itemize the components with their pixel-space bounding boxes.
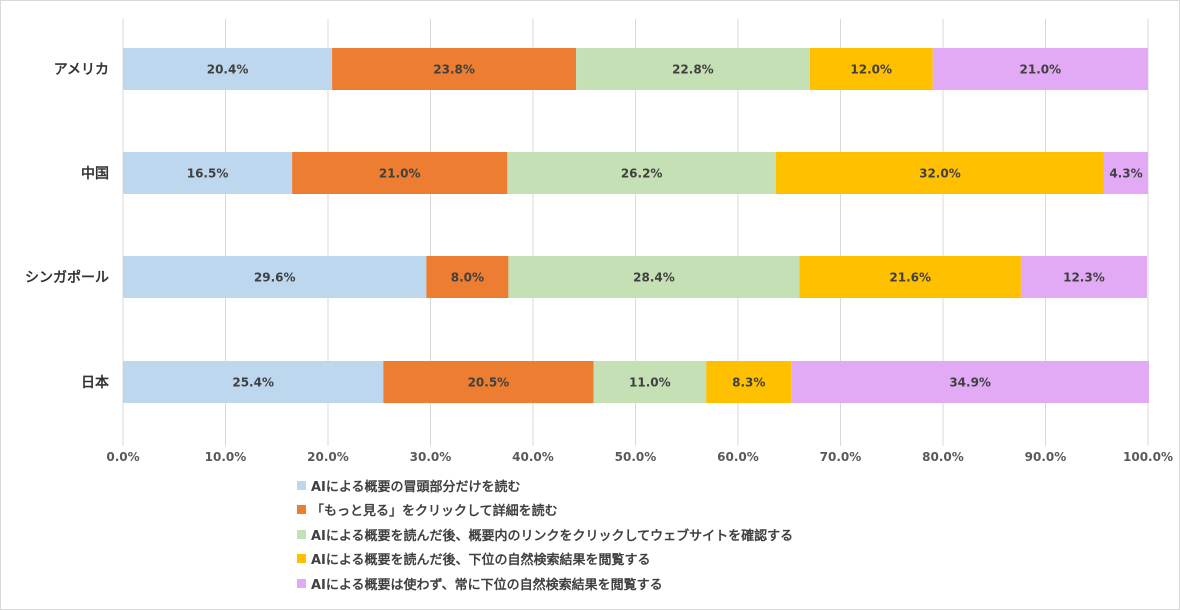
- bar-segment: [1103, 152, 1148, 194]
- legend-swatch: [297, 554, 306, 564]
- bar-segment: [809, 48, 933, 90]
- data-label: 11.0%: [629, 376, 671, 390]
- x-tick-label: 10.0%: [205, 450, 247, 464]
- data-label: 34.9%: [949, 376, 991, 390]
- data-label: 25.4%: [232, 376, 274, 390]
- legend-label: AIによる概要を読んだ後、下位の自然検索結果を閲覧する: [311, 553, 651, 569]
- x-tick-label: 0.0%: [106, 450, 139, 464]
- category-label: 日本: [81, 374, 110, 391]
- bar-segment: [799, 256, 1021, 298]
- x-tick-label: 70.0%: [820, 450, 862, 464]
- data-label: 16.5%: [187, 167, 229, 181]
- x-tick-label: 90.0%: [1025, 450, 1067, 464]
- bar-segment: [932, 48, 1148, 90]
- legend-item: AIによる概要を読んだ後、概要内のリンクをクリックしてウェブサイトを確認する: [297, 522, 793, 547]
- data-labels: 20.4% 23.8% 22.8% 12.0% 21.0% 16.5% 21.0% 26.2%…: [187, 63, 1143, 390]
- x-tick-label: 40.0%: [512, 450, 554, 464]
- data-label: 28.4%: [633, 271, 675, 285]
- bar-segment: [123, 48, 333, 90]
- category-label: 中国: [81, 165, 109, 182]
- x-tick-label: 20.0%: [307, 450, 349, 464]
- bar-segment: [791, 361, 1150, 403]
- data-label: 21.6%: [889, 271, 931, 285]
- bar-segment: [123, 361, 384, 403]
- x-tick-label: 60.0%: [717, 450, 759, 464]
- data-label: 32.0%: [919, 167, 961, 181]
- data-label: 23.8%: [433, 63, 475, 77]
- legend-swatch: [297, 529, 306, 539]
- data-label: 12.0%: [850, 63, 892, 77]
- data-label: 21.0%: [379, 167, 421, 181]
- stacked-bar-chart: 20.4% 23.8% 22.8% 12.0% 21.0% 16.5% 21.0% 26.2%…: [25, 19, 1173, 464]
- legend-label: AIによる概要は使わず、常に下位の自然検索結果を閲覧する: [311, 577, 663, 593]
- bar-segment: [1020, 256, 1147, 298]
- legend-item: AIによる概要を読んだ後、下位の自然検索結果を閲覧する: [297, 547, 793, 572]
- bar-segment: [706, 361, 792, 403]
- data-label: 4.3%: [1109, 167, 1142, 181]
- data-label: 8.3%: [732, 376, 765, 390]
- legend-item: AIによる概要の冒頭部分だけを読む: [297, 473, 793, 498]
- bar-segment: [383, 361, 594, 403]
- bar-segment: [292, 152, 508, 194]
- bar-segment: [593, 361, 707, 403]
- bar-segment: [123, 256, 427, 298]
- x-axis-ticks: 0.0% 10.0% 20.0% 30.0% 40.0% 50.0% 60.0% 70.0% 8…: [106, 450, 1173, 464]
- x-tick-label: 30.0%: [410, 450, 452, 464]
- legend-item: AIによる概要は使わず、常に下位の自然検索結果を閲覧する: [297, 571, 793, 596]
- x-tick-label: 80.0%: [922, 450, 964, 464]
- bar-segment: [508, 256, 800, 298]
- data-label: 22.8%: [672, 63, 714, 77]
- x-tick-label: 50.0%: [615, 450, 657, 464]
- legend-swatch: [297, 480, 306, 490]
- bar-segment: [775, 152, 1104, 194]
- legend-item: 「もっと見る」をクリックして詳細を読む: [297, 498, 793, 523]
- legend-swatch: [297, 578, 306, 588]
- bar-segment: [123, 152, 293, 194]
- category-label: アメリカ: [54, 62, 109, 78]
- bars: [123, 48, 1150, 403]
- data-label: 12.3%: [1063, 271, 1105, 285]
- bar-segment: [507, 152, 776, 194]
- bar-segment: [426, 256, 509, 298]
- legend: AIによる概要の冒頭部分だけを読む 「もっと見る」をクリックして詳細を読む AI…: [297, 473, 793, 596]
- legend-swatch: [297, 505, 306, 515]
- data-label: 29.6%: [254, 271, 296, 285]
- bar-segment: [576, 48, 810, 90]
- data-label: 21.0%: [1020, 63, 1062, 77]
- legend-label: 「もっと見る」をクリックして詳細を読む: [311, 504, 558, 520]
- data-label: 20.5%: [468, 376, 510, 390]
- data-label: 20.4%: [207, 63, 249, 77]
- bar-segment: [332, 48, 577, 90]
- legend-label: AIによる概要を読んだ後、概要内のリンクをクリックしてウェブサイトを確認する: [311, 528, 794, 544]
- data-label: 8.0%: [451, 271, 484, 285]
- data-label: 26.2%: [621, 167, 663, 181]
- legend-label: AIによる概要の冒頭部分だけを読む: [311, 479, 521, 495]
- category-label: シンガポール: [25, 269, 109, 286]
- x-tick-label: 100.0%: [1123, 450, 1173, 464]
